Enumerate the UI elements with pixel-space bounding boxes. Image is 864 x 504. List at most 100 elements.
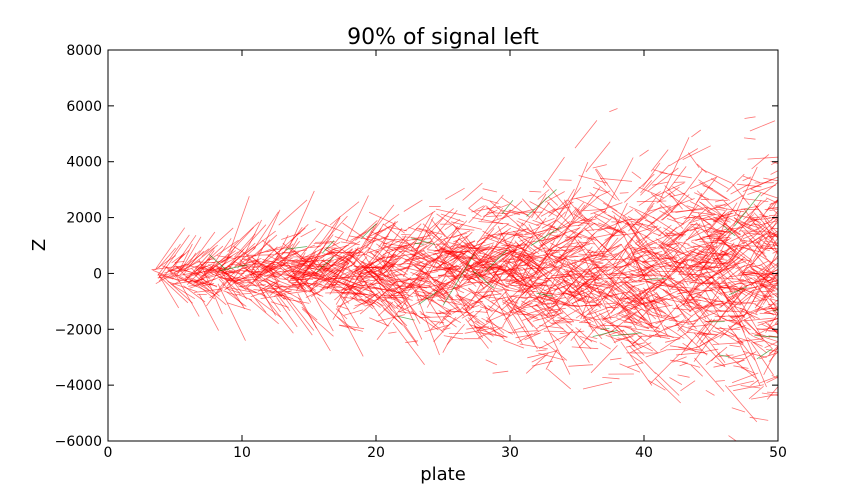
track-segment bbox=[175, 265, 188, 278]
y-tick-label: 2000 bbox=[66, 211, 102, 227]
track-segment bbox=[298, 274, 312, 277]
track-segment bbox=[683, 213, 714, 220]
track-segment bbox=[418, 290, 439, 305]
track-segment bbox=[556, 214, 583, 238]
track-segment bbox=[632, 247, 659, 256]
track-segment bbox=[529, 201, 558, 217]
track-segment bbox=[565, 323, 592, 350]
track-segment bbox=[724, 333, 743, 346]
track-segment bbox=[715, 380, 725, 382]
track-segment bbox=[535, 260, 555, 275]
track-segment bbox=[688, 193, 703, 218]
track-segment bbox=[604, 302, 615, 305]
track-segment bbox=[634, 251, 663, 259]
track-segment bbox=[577, 280, 608, 302]
track-segment bbox=[346, 195, 369, 242]
track-segment bbox=[376, 299, 408, 341]
track-segment bbox=[340, 241, 360, 246]
track-segment bbox=[237, 219, 262, 269]
track-segment bbox=[578, 232, 595, 253]
track-segment bbox=[593, 212, 610, 220]
track-segment bbox=[281, 251, 290, 254]
track-segment bbox=[389, 301, 399, 310]
track-segment bbox=[276, 293, 291, 312]
track-segment bbox=[397, 315, 415, 321]
track-segment bbox=[580, 208, 606, 212]
track-segment bbox=[605, 334, 620, 341]
track-segment bbox=[201, 227, 234, 257]
track-segment bbox=[376, 243, 397, 260]
track-segment bbox=[584, 273, 601, 291]
track-segment bbox=[465, 280, 484, 312]
track-segment bbox=[224, 269, 244, 273]
track-segment bbox=[416, 264, 426, 267]
track-segment bbox=[266, 278, 278, 286]
track-segment bbox=[750, 379, 760, 387]
track-segment bbox=[484, 249, 508, 273]
track-segment bbox=[438, 272, 455, 276]
track-segment bbox=[533, 318, 566, 334]
track-segment bbox=[373, 237, 386, 244]
chart-title: 90% of signal left bbox=[347, 25, 539, 50]
track-segment bbox=[544, 251, 556, 263]
track-segment bbox=[760, 181, 778, 197]
track-segment bbox=[286, 257, 311, 280]
track-segment bbox=[754, 305, 772, 313]
track-segment bbox=[578, 175, 608, 184]
track-segment bbox=[750, 255, 778, 287]
track-segment bbox=[571, 296, 587, 305]
track-segment bbox=[655, 319, 665, 325]
track-segment bbox=[275, 227, 306, 255]
track-segment bbox=[359, 291, 387, 315]
track-segment bbox=[715, 264, 736, 275]
track-segment bbox=[181, 268, 192, 273]
track-segment bbox=[550, 275, 580, 302]
track-segment bbox=[645, 279, 668, 291]
track-segment bbox=[418, 284, 445, 326]
track-segment bbox=[696, 314, 728, 336]
track-segment bbox=[472, 234, 491, 255]
track-segment bbox=[222, 248, 245, 273]
track-segment bbox=[509, 303, 533, 312]
track-segment bbox=[590, 202, 623, 215]
track-segment bbox=[759, 214, 778, 221]
track-segment bbox=[750, 341, 774, 376]
track-segment bbox=[429, 274, 459, 299]
track-segment bbox=[444, 266, 456, 279]
track-segment bbox=[620, 341, 653, 386]
track-segment bbox=[270, 279, 280, 287]
y-tick-label: 8000 bbox=[66, 43, 102, 59]
track-segment bbox=[770, 298, 778, 302]
track-segment bbox=[398, 250, 419, 252]
track-segment bbox=[259, 264, 285, 276]
track-segment bbox=[255, 298, 283, 319]
track-segment bbox=[734, 166, 758, 216]
track-segment bbox=[443, 335, 464, 340]
track-segment bbox=[523, 256, 537, 260]
track-segment bbox=[410, 212, 434, 251]
track-segment bbox=[714, 210, 748, 243]
track-segment bbox=[410, 241, 432, 252]
track-segment bbox=[566, 269, 599, 328]
track-segment bbox=[567, 199, 595, 231]
track-segment bbox=[302, 308, 334, 337]
track-segment bbox=[504, 286, 532, 294]
track-segment bbox=[775, 324, 778, 326]
track-segment bbox=[729, 282, 760, 301]
track-segment bbox=[665, 291, 674, 299]
track-segment bbox=[383, 240, 393, 245]
track-segment bbox=[312, 283, 325, 289]
track-segment bbox=[449, 244, 474, 250]
track-segment bbox=[643, 265, 657, 277]
track-segment bbox=[159, 273, 173, 277]
track-segment bbox=[672, 186, 693, 200]
track-segment bbox=[556, 273, 574, 276]
track-segment bbox=[687, 152, 700, 169]
track-segment bbox=[609, 108, 618, 113]
track-segment bbox=[714, 206, 745, 213]
track-segment bbox=[189, 281, 209, 289]
track-segment bbox=[478, 247, 492, 249]
track-segment bbox=[635, 307, 645, 319]
track-segment bbox=[358, 292, 384, 307]
track-segment bbox=[163, 276, 193, 304]
